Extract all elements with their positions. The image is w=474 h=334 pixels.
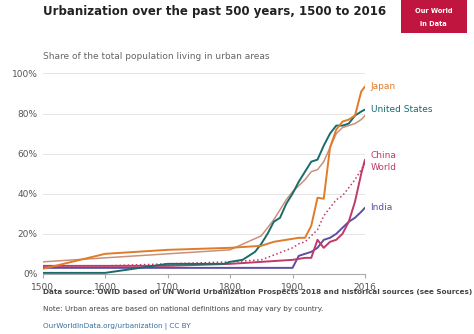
Text: India: India [371, 203, 393, 212]
Text: in Data: in Data [420, 21, 447, 27]
Text: World: World [371, 163, 397, 172]
Text: OurWorldInData.org/urbanization | CC BY: OurWorldInData.org/urbanization | CC BY [43, 323, 190, 330]
Text: China: China [371, 151, 396, 160]
Text: Data source: OWID based on UN World Urbanization Prospects 2018 and historical s: Data source: OWID based on UN World Urba… [43, 289, 472, 295]
Text: Share of the total population living in urban areas: Share of the total population living in … [43, 52, 269, 61]
Text: Note: Urban areas are based on national definitions and may vary by country.: Note: Urban areas are based on national … [43, 306, 323, 312]
Text: United States: United States [371, 105, 432, 114]
Text: Urbanization over the past 500 years, 1500 to 2016: Urbanization over the past 500 years, 15… [43, 5, 386, 18]
Text: Japan: Japan [371, 82, 396, 91]
Text: Our World: Our World [415, 8, 453, 14]
